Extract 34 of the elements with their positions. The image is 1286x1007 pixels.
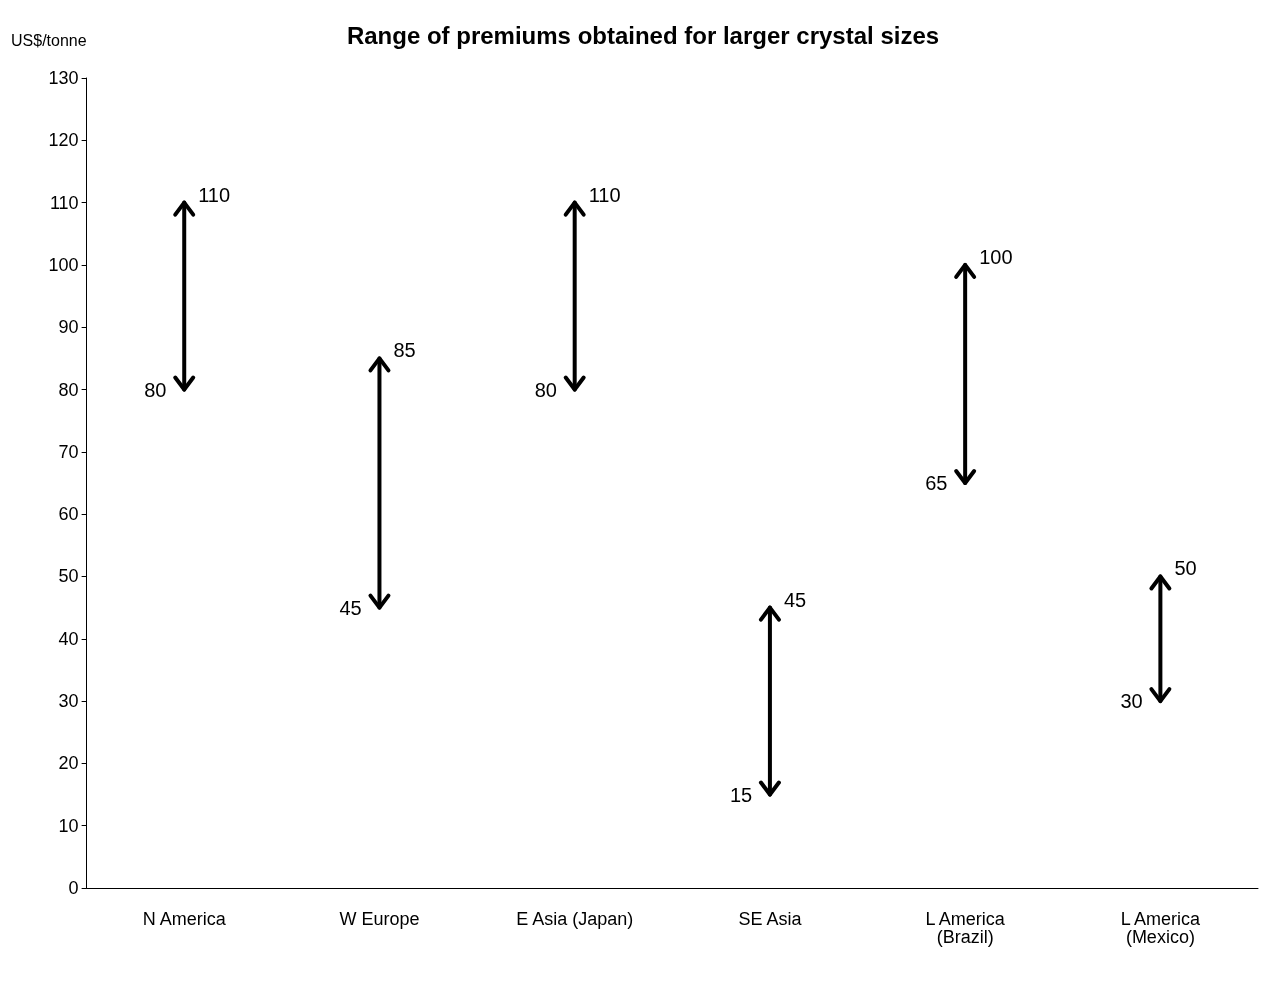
- y-tick-label: 100: [48, 254, 79, 275]
- annotation: 80: [144, 378, 167, 401]
- x-tick-label: N America: [142, 909, 227, 929]
- annotation: 15: [729, 783, 753, 806]
- annotation: 100: [979, 245, 1013, 268]
- y-tick-label: 120: [48, 130, 79, 151]
- y-tick-label: 50: [58, 566, 79, 587]
- y-tick-label: 130: [48, 68, 79, 88]
- chart-title: Range of premiums obtained for larger crystal sizes: [346, 21, 940, 49]
- y-tick-label: 40: [58, 628, 79, 649]
- x-tick-label: W Europe: [339, 909, 420, 929]
- x-tick-label: E Asia (Japan): [516, 909, 634, 929]
- annotation: 50: [1174, 557, 1197, 580]
- y-tick-label: 70: [58, 441, 79, 462]
- y-tick-label: 60: [58, 504, 79, 525]
- y-tick-label: 20: [58, 753, 79, 774]
- y-tick-label: 30: [58, 691, 79, 712]
- annotation: 45: [783, 588, 807, 611]
- annotation: 65: [925, 472, 948, 494]
- annotation: 30: [1120, 690, 1143, 713]
- x-tick-label: SE Asia: [738, 909, 803, 929]
- x-tick-label: L America (Mexico): [1120, 909, 1202, 947]
- annotation: 85: [393, 339, 416, 362]
- y-tick-label: 90: [58, 317, 79, 338]
- y-tick-label: 0: [68, 878, 79, 898]
- x-tick-label: L America (Brazil): [925, 909, 1006, 947]
- y-tick-label: 80: [58, 379, 79, 400]
- annotation: 80: [534, 378, 557, 401]
- y-tick-label: 10: [58, 815, 79, 836]
- y-axis-title: US$/tonne: [11, 31, 87, 49]
- annotation: 110: [198, 183, 231, 206]
- y-tick-label: 110: [49, 192, 79, 213]
- annotation: 110: [588, 183, 621, 206]
- annotation: 45: [339, 596, 362, 619]
